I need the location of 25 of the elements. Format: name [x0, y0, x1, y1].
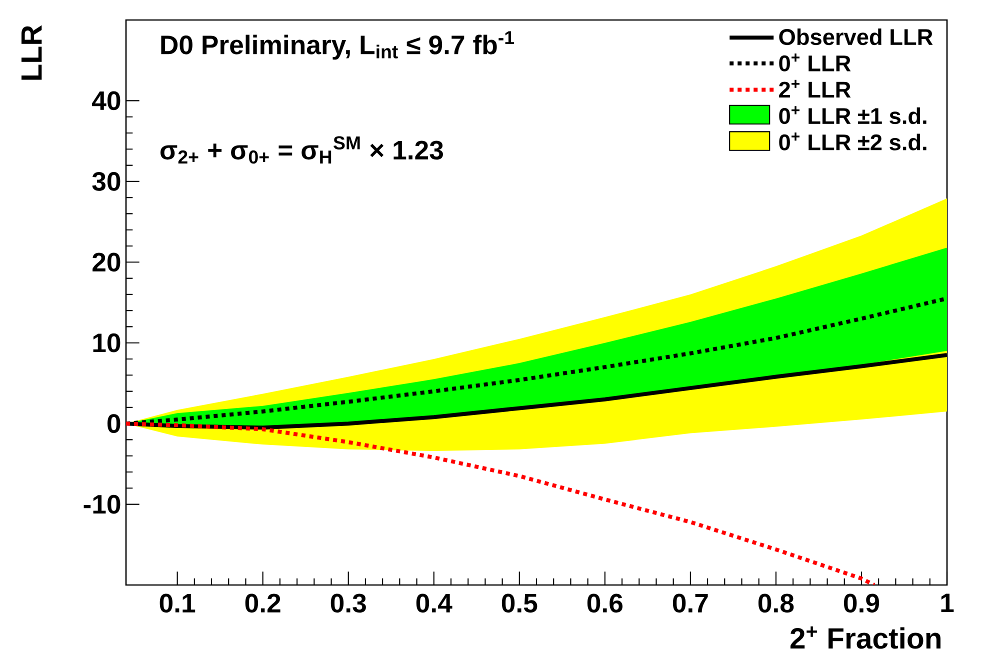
- annotation: σ$_{2+}$ + σ$_{0+}$ = σ$_{H}$$^{SM}$ × 1.23: [160, 136, 443, 164]
- annotation: D0 Preliminary, L$_{int}$ ≤ 9.7 fb$^{-1}$: [161, 31, 514, 60]
- y-tick-label: 20: [92, 252, 120, 272]
- y-tick-label: 0: [108, 414, 120, 434]
- y-tick-label: -10: [84, 494, 120, 514]
- y-tick-label: 40: [92, 91, 120, 110]
- x-tick-label: 1: [941, 594, 954, 612]
- legend-label: Observed LLR: [779, 28, 933, 46]
- x-tick-label: 0.1: [160, 594, 196, 613]
- legend-label: 0$^{+}$ LLR ±1 s.d.: [779, 106, 926, 124]
- x-tick-label: 0.8: [758, 594, 794, 613]
- x-tick-label: 0.2: [245, 594, 280, 613]
- legend-label: 2$^{+}$ LLR: [779, 80, 851, 98]
- x-tick-label: 0.4: [416, 594, 452, 613]
- y-axis-title: LLR: [21, 25, 42, 80]
- x-tick-label: 0.9: [844, 594, 880, 613]
- legend-label: 0$^{+}$ LLR: [779, 54, 851, 72]
- x-axis-title: 2$^{+}$ Fraction: [790, 626, 940, 649]
- y-tick-label: 10: [93, 333, 120, 352]
- x-tick-label: 0.7: [672, 594, 708, 613]
- x-tick-label: 0.3: [330, 594, 366, 613]
- y-tick-label: 30: [92, 172, 120, 191]
- x-tick-label: 0.5: [502, 594, 538, 613]
- x-tick-label: 0.6: [587, 594, 622, 613]
- legend-label: 0$^{+}$ LLR ±2 s.d.: [779, 132, 926, 150]
